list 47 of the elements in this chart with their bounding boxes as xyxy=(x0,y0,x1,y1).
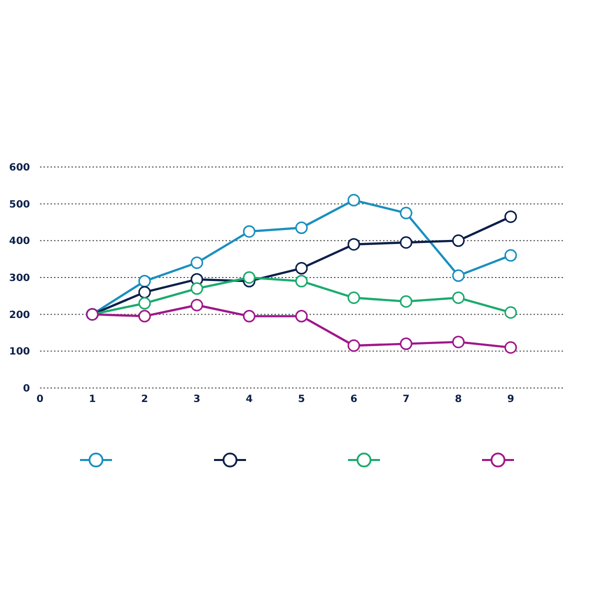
point xyxy=(242,271,256,284)
point xyxy=(295,310,308,322)
point xyxy=(504,210,517,223)
y-tick-label: 300 xyxy=(9,273,30,284)
point xyxy=(400,338,412,350)
point xyxy=(295,274,308,288)
y-tick-label: 100 xyxy=(9,346,30,358)
point xyxy=(400,206,412,220)
point xyxy=(504,249,517,262)
point xyxy=(242,225,256,238)
point xyxy=(348,194,360,206)
point xyxy=(452,336,465,348)
x-tick-label: 9 xyxy=(507,394,514,405)
point xyxy=(190,256,204,270)
point xyxy=(400,295,412,308)
y-tick-label: 200 xyxy=(9,310,30,321)
y-tick-label: 400 xyxy=(9,236,30,248)
x-tick-label: 4 xyxy=(246,394,253,405)
point xyxy=(242,310,256,322)
point xyxy=(190,298,204,312)
x-tick-label: 2 xyxy=(141,394,148,405)
point xyxy=(452,292,465,304)
x-tick-label: 3 xyxy=(193,394,200,405)
point xyxy=(348,238,360,251)
y-tick-label: 500 xyxy=(9,199,30,210)
x-tick-label: 8 xyxy=(454,394,462,405)
point xyxy=(295,262,308,275)
x-tick-label: 5 xyxy=(298,394,306,405)
point xyxy=(138,274,151,288)
point xyxy=(400,236,412,249)
x-tick-label: 0 xyxy=(36,394,44,405)
point xyxy=(452,234,465,247)
point xyxy=(295,222,308,234)
y-tick-label: 0 xyxy=(23,384,30,394)
point xyxy=(504,341,517,354)
x-tick-label: 6 xyxy=(350,394,358,405)
point xyxy=(138,297,151,310)
point xyxy=(348,339,360,352)
point xyxy=(348,292,360,304)
x-tick-label: 7 xyxy=(402,394,410,405)
point xyxy=(504,306,517,319)
point xyxy=(138,310,151,322)
point xyxy=(190,282,204,295)
point xyxy=(452,269,465,282)
y-tick-label: 600 xyxy=(9,162,30,174)
point xyxy=(138,286,151,298)
x-tick-label: 1 xyxy=(88,394,96,405)
